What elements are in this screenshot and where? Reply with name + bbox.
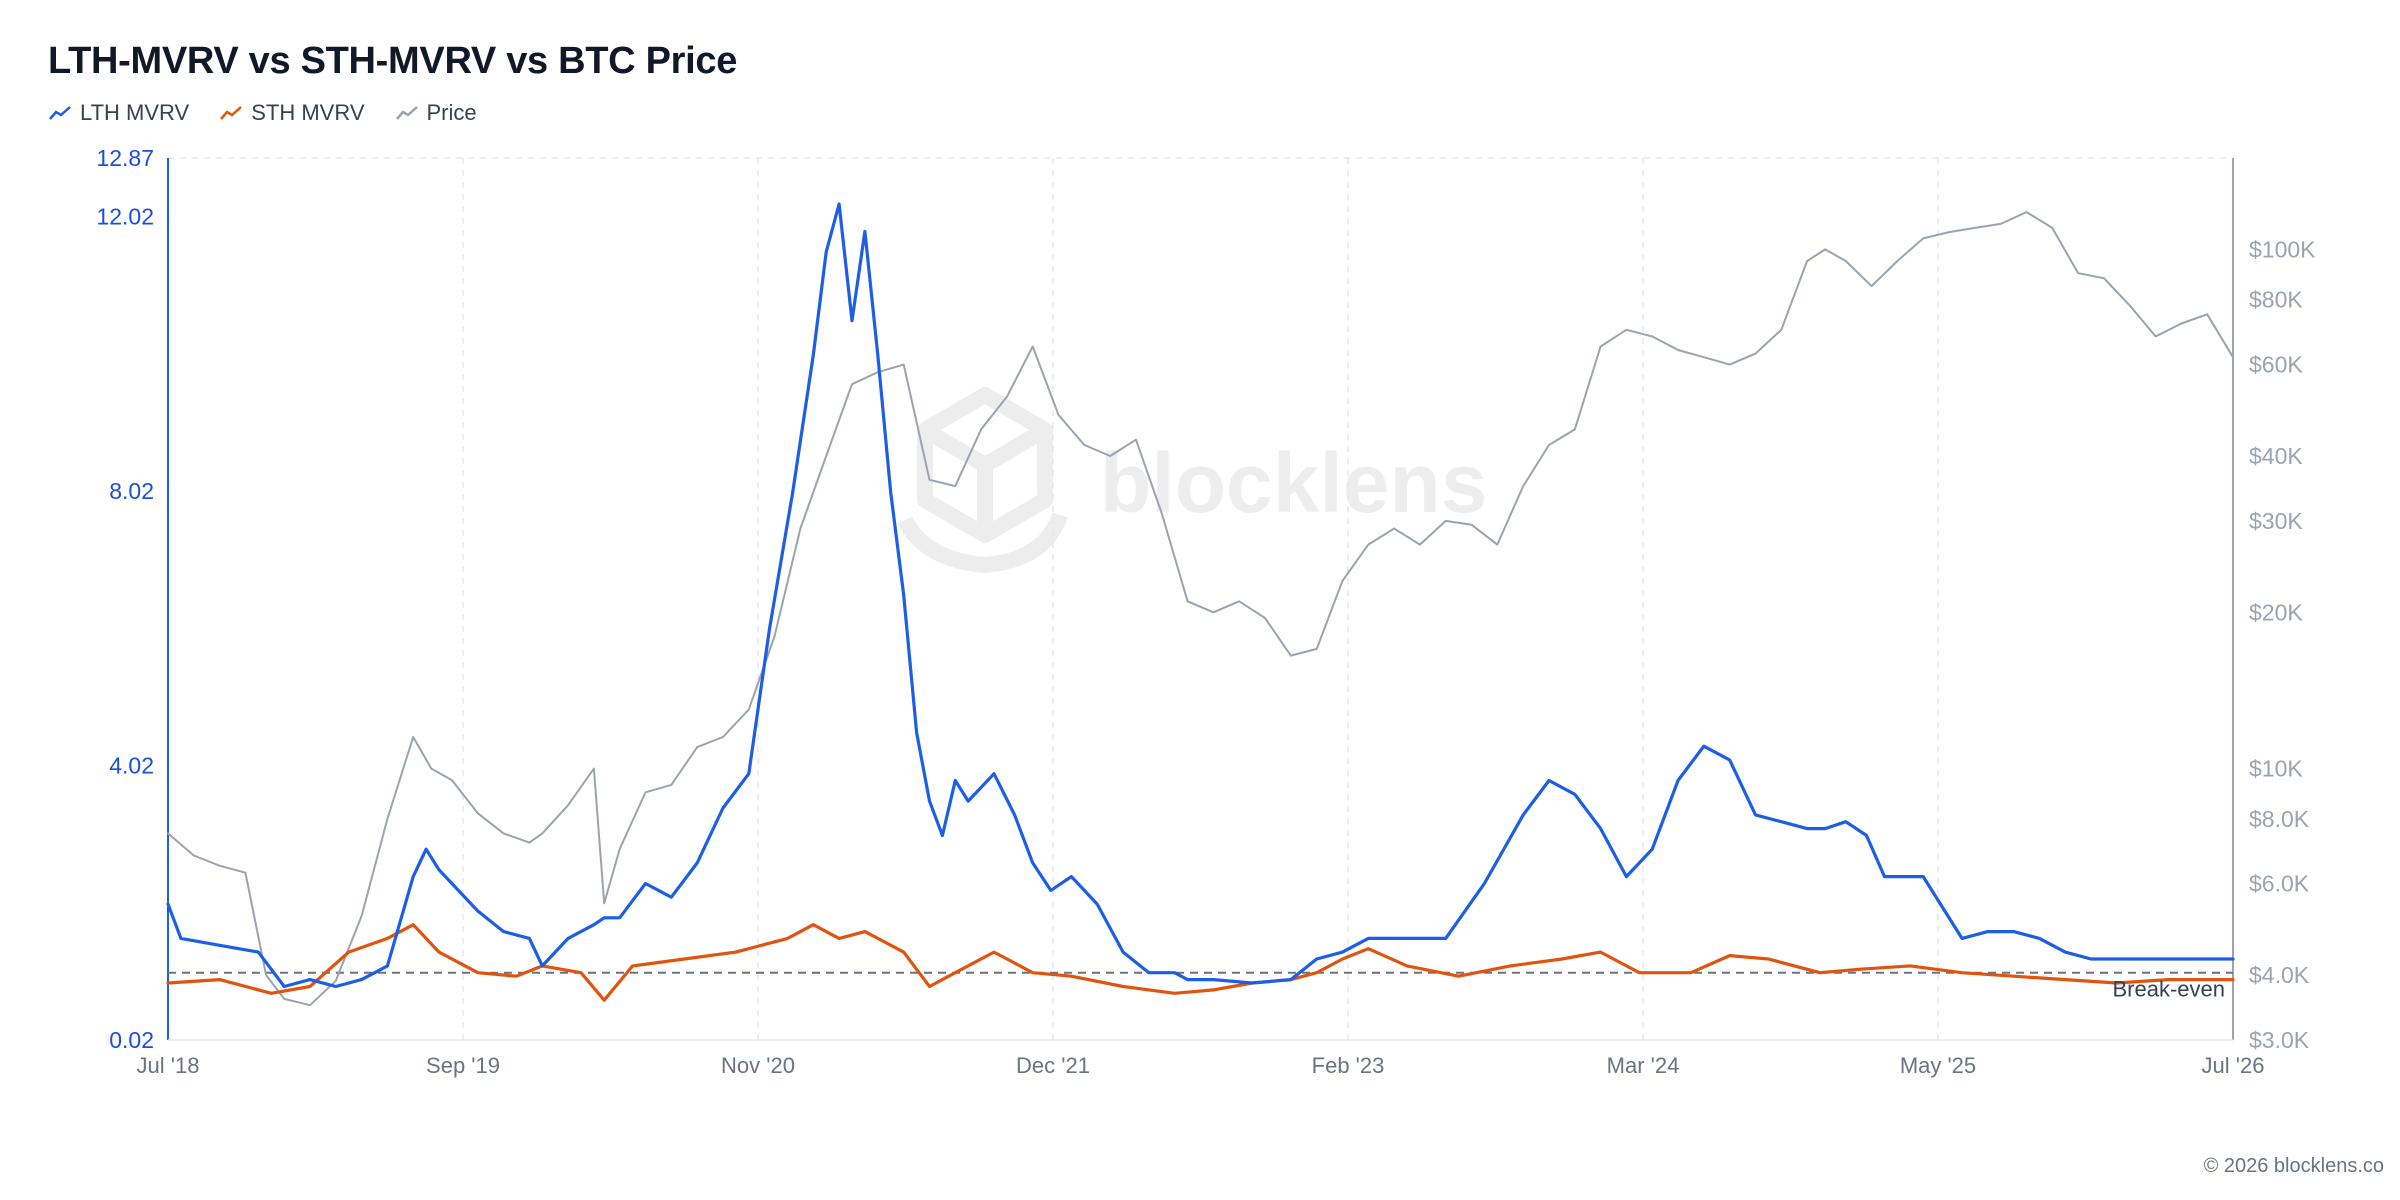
series-layer bbox=[166, 202, 2235, 1007]
series-line-sth-mvrv bbox=[166, 923, 2235, 1002]
right-tick-label: $6.0K bbox=[2249, 871, 2310, 897]
legend-label-sth: STH MVRV bbox=[251, 100, 365, 125]
left-tick-label: 12.02 bbox=[96, 203, 154, 229]
legend-item-lth[interactable]: LTH MVRV bbox=[48, 100, 189, 126]
right-tick-label: $80K bbox=[2249, 287, 2303, 313]
series-line-lth-mvrv bbox=[166, 202, 2235, 989]
right-tick-label: $10K bbox=[2249, 756, 2303, 782]
legend-label-price: Price bbox=[426, 100, 477, 125]
x-tick-label: Feb '23 bbox=[1312, 1053, 1385, 1078]
x-tick-label: Dec '21 bbox=[1016, 1053, 1090, 1078]
left-tick-label: 8.02 bbox=[109, 478, 154, 504]
break-even-label: Break-even bbox=[2112, 977, 2225, 1002]
left-tick-label: 0.02 bbox=[109, 1027, 154, 1053]
series-line-price bbox=[167, 211, 2234, 1007]
right-tick-label: $3.0K bbox=[2249, 1027, 2310, 1053]
left-tick-label: 4.02 bbox=[109, 752, 154, 778]
x-tick-label: Sep '19 bbox=[426, 1053, 500, 1078]
line-series-icon bbox=[49, 106, 71, 120]
watermark-text: blocklens bbox=[1100, 436, 1487, 530]
chart-title: LTH-MVRV vs STH-MVRV vs BTC Price bbox=[48, 40, 738, 82]
right-tick-label: $100K bbox=[2249, 236, 2316, 262]
axes bbox=[167, 158, 2234, 1041]
copyright-footer: © 2026 blocklens.co bbox=[2203, 1155, 2384, 1177]
x-tick-label: Jul '18 bbox=[137, 1053, 200, 1078]
watermark-logo bbox=[897, 387, 1068, 573]
right-tick-label: $40K bbox=[2249, 443, 2303, 469]
right-tick-label: $30K bbox=[2249, 508, 2303, 534]
x-tick-label: Mar '24 bbox=[1607, 1053, 1680, 1078]
left-tick-label: 12.87 bbox=[96, 145, 154, 171]
legend-item-price[interactable]: Price bbox=[395, 100, 477, 126]
right-tick-label: $8.0K bbox=[2249, 806, 2310, 832]
axis-labels: Jul '18 Sep '19 Nov '20 Dec '21 Feb '23 Mar '… bbox=[96, 145, 2316, 1078]
legend-label-lth: LTH MVRV bbox=[80, 100, 190, 125]
x-tick-label: May '25 bbox=[1900, 1053, 1976, 1078]
right-tick-label: $20K bbox=[2249, 599, 2303, 625]
x-tick-label: Jul '26 bbox=[2202, 1053, 2265, 1078]
right-tick-label: $4.0K bbox=[2249, 962, 2310, 988]
x-tick-label: Nov '20 bbox=[721, 1053, 795, 1078]
right-tick-label: $60K bbox=[2249, 352, 2303, 378]
grid bbox=[168, 157, 2233, 1040]
legend-item-sth[interactable]: STH MVRV bbox=[219, 100, 365, 126]
legend: LTH MVRV STH MVRV Price bbox=[48, 100, 507, 126]
line-series-icon bbox=[395, 106, 418, 120]
line-series-icon bbox=[220, 106, 243, 120]
